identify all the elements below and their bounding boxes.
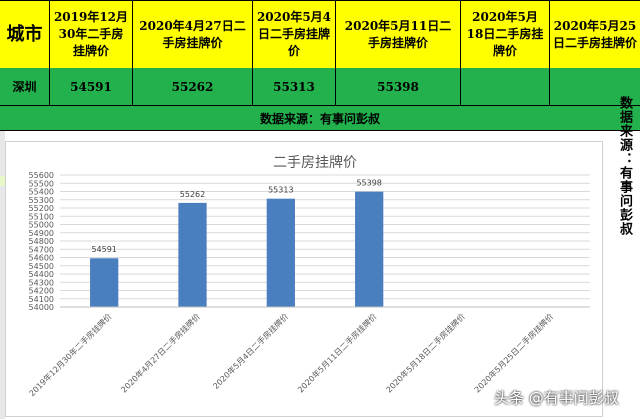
value-cell-5[interactable] [461, 68, 550, 106]
data-label: 54591 [91, 245, 116, 254]
y-tick-label: 55100 [29, 212, 54, 221]
date-header-cell-1[interactable]: 2019年12月30年二手房挂牌价 [50, 1, 133, 69]
date-header-cell-5[interactable]: 2020年5月18日二手房挂牌价 [461, 1, 550, 69]
value-cell-1[interactable]: 54591 [50, 68, 133, 106]
y-tick-label: 55400 [29, 188, 54, 197]
x-tick-label: 2020年5月25日二手房挂牌价 [472, 311, 555, 394]
bar [178, 202, 207, 307]
bar [266, 198, 295, 307]
city-header-cell[interactable]: 城市 [0, 1, 50, 69]
value-cell-6[interactable] [550, 68, 640, 106]
row-header-mark [0, 176, 5, 186]
y-tick-label: 54300 [29, 278, 54, 287]
source-cell[interactable]: 数据来源：有事问彭叔 [259, 111, 380, 126]
row-header-strip [0, 131, 5, 419]
y-tick-label: 54100 [29, 295, 54, 304]
value-cell-4[interactable]: 55398 [336, 68, 461, 106]
y-tick-label: 54700 [29, 245, 54, 254]
y-tick-label: 54000 [29, 303, 54, 312]
y-tick-label: 54900 [29, 229, 54, 238]
value-cell-2[interactable]: 55262 [133, 68, 253, 106]
date-header-cell-2[interactable]: 2020年4月27日二手房挂牌价 [133, 1, 253, 69]
y-tick-label: 54600 [29, 254, 54, 263]
value-cell-3[interactable]: 55313 [253, 68, 336, 106]
source-row: 数据来源：有事问彭叔 [0, 106, 640, 131]
x-tick-label: 2020年5月11日二手房挂牌价 [295, 311, 378, 394]
data-label: 55313 [268, 186, 293, 195]
date-header-cell-4[interactable]: 2020年5月11日二手房挂牌价 [336, 1, 461, 69]
x-tick-label: 2020年4月27日二手房挂牌价 [119, 311, 202, 394]
y-tick-label: 54800 [29, 237, 54, 246]
y-tick-label: 55200 [29, 204, 54, 213]
bar-chart[interactable]: 二手房挂牌价 5400054100542005430054400545005460… [5, 141, 603, 417]
y-tick-label: 55300 [29, 196, 54, 205]
x-tick-label: 2020年5月18日二手房挂牌价 [384, 311, 467, 394]
data-label: 55398 [356, 179, 381, 188]
chart-title: 二手房挂牌价 [273, 154, 357, 171]
y-tick-label: 54500 [29, 262, 54, 271]
x-tick-label: 2019年12月30年二手房挂牌价 [27, 311, 114, 398]
side-source-note: 数据来源：有事问彭叔 [617, 96, 632, 236]
y-tick-label: 54400 [29, 270, 54, 279]
y-tick-label: 55500 [29, 179, 54, 188]
y-tick-label: 55600 [29, 171, 54, 180]
data-label: 55262 [180, 190, 205, 199]
x-tick-label: 2020年5月4日二手房挂牌价 [211, 311, 291, 391]
header-row: 城市 2019年12月30年二手房挂牌价 2020年4月27日二手房挂牌价 20… [0, 0, 640, 69]
bar [90, 258, 119, 307]
bar [355, 191, 384, 307]
date-header-cell-6[interactable]: 2020年5月25日二手房挂牌价 [550, 1, 640, 69]
y-tick-label: 55000 [29, 221, 54, 230]
watermark: 头条 @有事问彭叔 [494, 389, 619, 407]
date-header-cell-3[interactable]: 2020年5月4日二手房挂牌价 [253, 1, 336, 69]
city-cell[interactable]: 深圳 [0, 68, 50, 106]
data-row: 深圳 54591 55262 55313 55398 [0, 68, 640, 106]
y-tick-label: 54200 [29, 287, 54, 296]
